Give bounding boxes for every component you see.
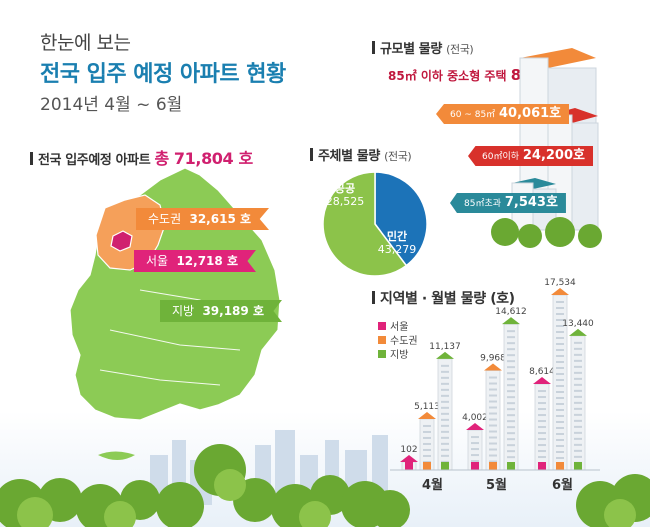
- bar-apr-capital: [418, 411, 436, 471]
- heading-bar: [310, 148, 313, 161]
- bar-jun-provincial: [569, 328, 587, 471]
- main-title: 전국 입주 예정 아파트 현황: [40, 62, 286, 87]
- period-subtitle: 2014년 4월 ~ 6월: [40, 95, 183, 115]
- monthly-title: 지역별 · 월별 물량: [380, 291, 486, 307]
- bar-label-jun-capital: 17,534: [544, 278, 576, 288]
- national-total: 총 71,804 호: [154, 149, 253, 168]
- region-value-capital: 32,615 호: [189, 212, 252, 226]
- legend-swatch-provincial: [378, 350, 386, 358]
- bar-label-may-capital: 9,968: [480, 354, 506, 364]
- region-label-provincial: 지방 39,189 호: [160, 300, 282, 322]
- size-ribbon-60-85: 60 ~ 85㎡ 40,061호: [436, 104, 570, 124]
- bar-jun-seoul: [533, 377, 551, 471]
- legend-swatch-seoul: [378, 322, 386, 330]
- region-value-provincial: 39,189 호: [202, 304, 264, 318]
- bar-may-capital: [484, 363, 502, 471]
- pie-value-public: 28,525: [326, 195, 365, 208]
- bar-label-may-provincial: 14,612: [495, 307, 527, 317]
- title-line-1: 한눈에 보는: [40, 32, 131, 54]
- bar-label-may-seoul: 4,002: [462, 413, 488, 423]
- size-subtitle: (전국): [446, 43, 474, 56]
- bar-label-apr-capital: 5,113: [414, 402, 440, 412]
- size-title: 규모별 물량: [380, 42, 442, 57]
- pie-label-private: 민간: [387, 229, 407, 243]
- bar-label-jun-seoul: 8,614: [529, 367, 555, 377]
- national-section-heading: 전국 입주예정 아파트 총 71,804 호: [30, 145, 253, 169]
- month-label-apr: 4월: [422, 478, 444, 493]
- legend-swatch-capital: [378, 336, 386, 344]
- entity-subtitle: (전국): [384, 150, 412, 163]
- size-section-heading: 규모별 물량 (전국): [372, 38, 474, 57]
- month-label-may: 5월: [486, 478, 508, 493]
- size-value-under-60: 24,200호: [522, 148, 585, 163]
- legend-seoul: 서울: [378, 318, 408, 333]
- pie-label-public: 공공: [335, 182, 355, 195]
- region-value-seoul: 12,718 호: [176, 254, 238, 268]
- monthly-unit: (호): [490, 291, 515, 307]
- size-ribbon-over-85: 85㎡초과 7,543호: [450, 193, 566, 213]
- heading-bar: [372, 41, 375, 54]
- month-label-jun: 6월: [552, 478, 574, 493]
- size-ribbon-under-60: 60㎡이하 24,200호: [468, 146, 593, 166]
- bar-jun-capital: [551, 288, 569, 471]
- heading-bar: [372, 291, 375, 304]
- entity-title: 주체별 물량: [318, 149, 380, 164]
- size-value-over-85: 7,543호: [504, 195, 558, 210]
- heading-bar: [30, 152, 33, 165]
- bar-may-provincial: [502, 317, 520, 471]
- monthly-section-heading: 지역별 · 월별 물량 (호): [372, 288, 515, 308]
- bar-label-jun-provincial: 13,440: [562, 319, 594, 329]
- korea-map-seoul: [110, 230, 133, 252]
- bar-label-apr-seoul: 102: [400, 445, 417, 455]
- building-trees: [491, 217, 602, 248]
- legend-capital: 수도권: [378, 332, 418, 347]
- entity-section-heading: 주체별 물량 (전국): [310, 145, 412, 164]
- region-label-seoul: 서울 12,718 호: [134, 250, 256, 272]
- bar-apr-seoul: [400, 455, 418, 471]
- legend-provincial: 지방: [378, 346, 408, 361]
- pie-slice-private: [322, 171, 408, 277]
- pie-value-private: 43,279: [378, 243, 417, 256]
- jeju-island: [98, 451, 135, 460]
- bar-apr-provincial: [436, 351, 454, 471]
- size-value-60-85: 40,061호: [499, 106, 562, 121]
- national-title: 전국 입주예정 아파트: [38, 153, 151, 168]
- pie-slice-public: [374, 171, 428, 267]
- tree-highlights: [17, 469, 636, 527]
- bar-may-seoul: [466, 423, 484, 471]
- bar-label-apr-provincial: 11,137: [429, 342, 461, 352]
- region-label-capital: 수도권 32,615 호: [136, 208, 270, 230]
